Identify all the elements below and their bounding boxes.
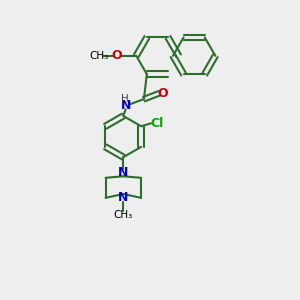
- Text: CH₃: CH₃: [90, 51, 109, 61]
- Text: N: N: [118, 191, 128, 204]
- Text: O: O: [158, 87, 168, 100]
- Text: N: N: [121, 99, 131, 112]
- Text: Cl: Cl: [150, 117, 164, 130]
- Text: H: H: [122, 94, 129, 104]
- Text: O: O: [112, 49, 122, 62]
- Text: N: N: [118, 166, 128, 179]
- Text: CH₃: CH₃: [114, 210, 133, 220]
